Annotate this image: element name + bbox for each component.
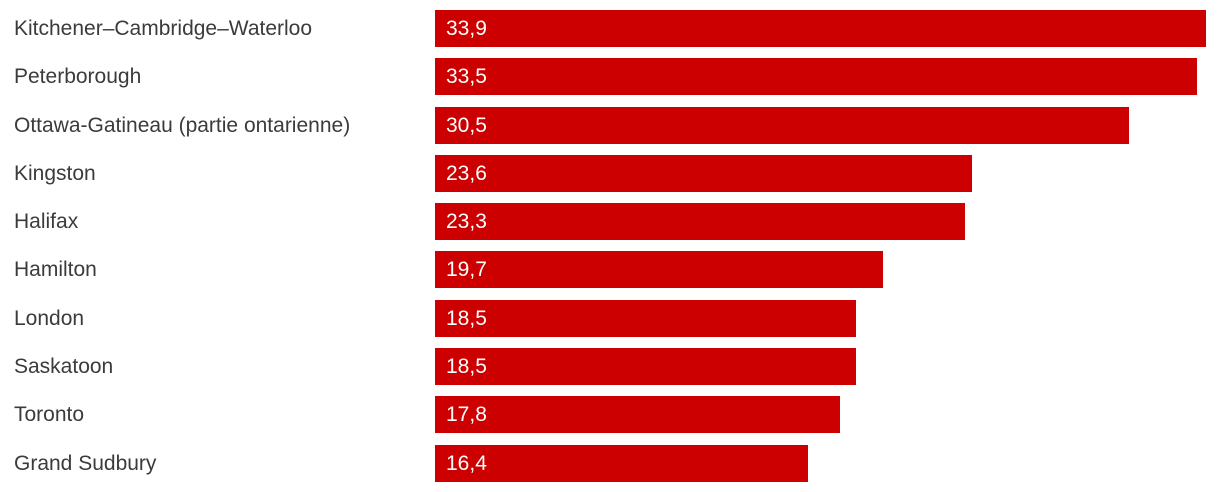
- category-label: Halifax: [14, 210, 79, 234]
- value-label: 23,3: [446, 210, 487, 234]
- bar-track: 18,5: [435, 299, 1220, 337]
- category-label: Saskatoon: [14, 355, 114, 379]
- bar: 33,5: [435, 58, 1198, 96]
- category-label: Peterborough: [14, 65, 142, 89]
- bar-row: Peterborough 33,5: [0, 58, 1220, 96]
- bar-track: 17,8: [435, 396, 1220, 434]
- bar-track: 30,5: [435, 106, 1220, 144]
- bar-track: 18,5: [435, 348, 1220, 386]
- category-label: Grand Sudbury: [14, 451, 157, 475]
- value-label: 17,8: [446, 403, 487, 427]
- category-label: Ottawa-Gatineau (partie ontarienne): [14, 113, 351, 137]
- bar-row: Halifax 23,3: [0, 203, 1220, 241]
- category-label: Toronto: [14, 403, 85, 427]
- bar: 19,7: [435, 251, 884, 289]
- category-label: London: [14, 306, 85, 330]
- bar: 18,5: [435, 299, 856, 337]
- value-label: 33,9: [446, 17, 487, 40]
- bar-row: Kitchener–Cambridge–Waterloo 33,9: [0, 10, 1220, 47]
- bar-row: Kingston 23,6: [0, 154, 1220, 192]
- value-label: 19,7: [446, 258, 487, 282]
- value-label: 33,5: [446, 65, 487, 89]
- category-label: Kitchener–Cambridge–Waterloo: [14, 17, 313, 40]
- bar-track: 23,6: [435, 154, 1220, 192]
- bar: 23,6: [435, 154, 972, 192]
- bar: 30,5: [435, 106, 1129, 144]
- bar-track: 16,4: [435, 444, 1220, 482]
- bar-row: Hamilton 19,7: [0, 251, 1220, 289]
- bar-row: London 18,5: [0, 299, 1220, 337]
- bar: 18,5: [435, 348, 856, 386]
- value-label: 23,6: [446, 161, 487, 185]
- bar-row: Saskatoon 18,5: [0, 348, 1220, 386]
- value-label: 18,5: [446, 355, 487, 379]
- value-label: 16,4: [446, 451, 487, 475]
- category-label: Hamilton: [14, 258, 97, 282]
- category-label: Kingston: [14, 161, 96, 185]
- bar-chart: Kitchener–Cambridge–Waterloo 33,9 Peterb…: [0, 10, 1220, 482]
- bar: 23,3: [435, 203, 966, 241]
- bar-row: Ottawa-Gatineau (partie ontarienne) 30,5: [0, 106, 1220, 144]
- value-label: 18,5: [446, 306, 487, 330]
- bar-track: 19,7: [435, 251, 1220, 289]
- bar: 33,9: [435, 10, 1207, 47]
- value-label: 30,5: [446, 113, 487, 137]
- bar-track: 23,3: [435, 203, 1220, 241]
- bar-track: 33,9: [435, 10, 1220, 47]
- bar-track: 33,5: [435, 58, 1220, 96]
- bar-row: Grand Sudbury 16,4: [0, 444, 1220, 482]
- bar-row: Toronto 17,8: [0, 396, 1220, 434]
- bar: 17,8: [435, 396, 840, 434]
- bar: 16,4: [435, 444, 809, 482]
